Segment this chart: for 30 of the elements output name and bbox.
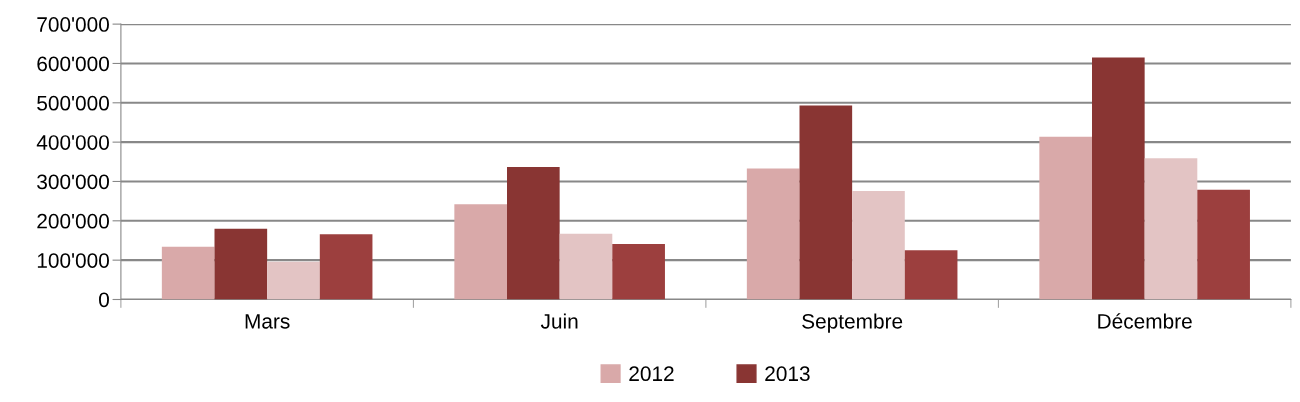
bar — [1092, 57, 1145, 300]
x-tick-label: Juin — [540, 313, 578, 329]
bar — [1144, 158, 1198, 300]
y-tick-label: 0 — [99, 292, 109, 308]
y-tick-label: 200'000 — [37, 213, 109, 229]
bar — [214, 228, 268, 300]
bar — [746, 168, 800, 300]
y-tick-label: 600'000 — [37, 56, 109, 72]
bar — [507, 166, 560, 300]
bar — [267, 261, 320, 300]
y-tick-label: 700'000 — [37, 17, 109, 32]
bar — [612, 244, 665, 300]
legend-label: 2012 — [629, 366, 674, 382]
bar — [559, 233, 613, 300]
bar — [161, 246, 215, 300]
legend-label: 2013 — [765, 366, 810, 382]
y-tick-label: 300'000 — [37, 174, 109, 190]
bar — [799, 105, 853, 300]
y-tick-label: 500'000 — [37, 95, 109, 111]
x-tick-label: Décembre — [1098, 313, 1192, 329]
bar — [904, 250, 958, 300]
bar — [1197, 189, 1250, 300]
bar — [319, 234, 373, 300]
y-tick-label: 100'000 — [37, 253, 109, 268]
bar — [852, 190, 905, 300]
x-tick-label: Mars — [245, 314, 290, 329]
x-tick-label: Septembre — [802, 313, 903, 333]
bar — [1039, 136, 1092, 300]
bar — [454, 204, 507, 300]
y-tick-label: 400'000 — [36, 135, 109, 150]
